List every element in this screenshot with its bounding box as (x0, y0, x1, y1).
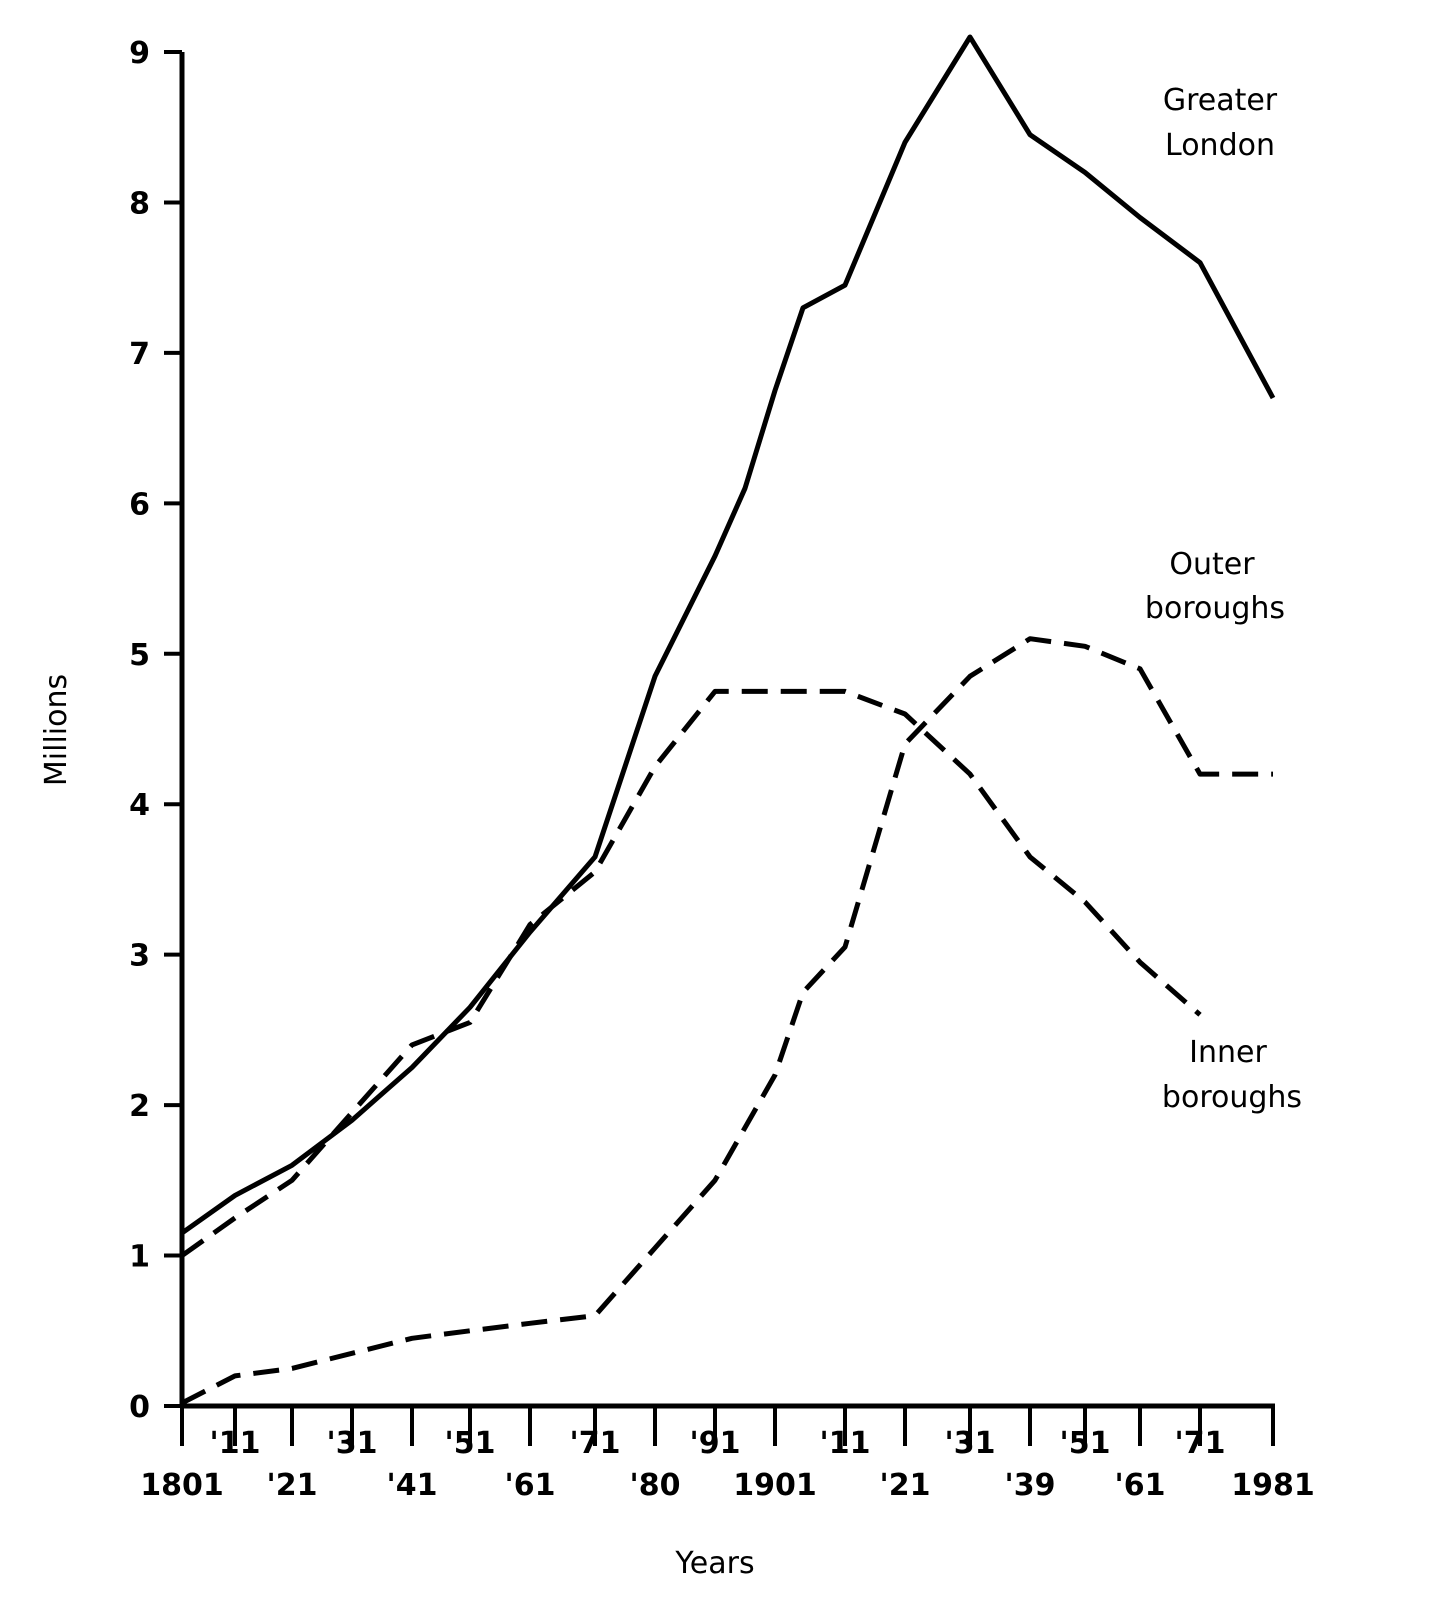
series-line-inner-boroughs (180, 688, 1202, 1258)
y-tick-label: 9 (129, 36, 150, 71)
x-tick-label: '51 (1060, 1426, 1111, 1461)
x-tick-label: 1801 (140, 1468, 224, 1503)
x-tick-label: '61 (505, 1468, 556, 1503)
x-tick-label: '41 (387, 1468, 438, 1503)
series-label-line: boroughs (1162, 1080, 1302, 1115)
y-tick-label: 5 (129, 638, 150, 673)
x-ticks: 1801'11'21'31'41'51'61'71'80'911901'11'2… (140, 1406, 1315, 1503)
y-tick-label: 0 (129, 1390, 150, 1425)
x-tick-label: '11 (210, 1426, 261, 1461)
x-tick-label: '31 (945, 1426, 996, 1461)
y-tick-label: 3 (129, 939, 150, 974)
x-axis-title: Years (674, 1546, 754, 1581)
x-tick-label: '61 (1115, 1468, 1166, 1503)
x-tick-label: 1901 (733, 1468, 817, 1503)
y-axis-title: Millions (39, 674, 74, 786)
series-label-line: Outer (1169, 547, 1255, 582)
x-tick-label: '21 (267, 1468, 318, 1503)
x-tick-label: '11 (820, 1426, 871, 1461)
x-tick-label: '71 (570, 1426, 621, 1461)
series-label-outer-boroughs: Outer boroughs (1145, 547, 1285, 626)
x-tick-label: '39 (1005, 1468, 1056, 1503)
y-tick-label: 4 (129, 788, 150, 823)
series-label-line: Greater (1163, 83, 1278, 118)
series-line-outer-boroughs (180, 636, 1273, 1406)
y-tick-label: 7 (129, 337, 150, 372)
series-lines (180, 34, 1276, 1406)
x-tick-label: 1981 (1231, 1468, 1315, 1503)
x-tick-label: '80 (630, 1468, 681, 1503)
x-tick-label: '21 (880, 1468, 931, 1503)
series-label-line: boroughs (1145, 591, 1285, 626)
axes (179, 52, 1275, 1409)
series-label-line: London (1165, 128, 1275, 163)
y-ticks: 0 1 2 3 4 5 6 7 8 9 (129, 36, 182, 1425)
y-tick-label: 8 (129, 186, 150, 221)
series-label-line: Inner (1189, 1035, 1267, 1070)
y-tick-label: 1 (129, 1240, 150, 1275)
series-label-greater-london: Greater London (1163, 83, 1278, 163)
series-line-greater-london (180, 34, 1276, 1236)
y-tick-label: 6 (129, 487, 150, 522)
y-tick-label: 2 (129, 1089, 150, 1124)
series-label-inner-boroughs: Inner boroughs (1162, 1035, 1302, 1115)
x-tick-label: '91 (690, 1426, 741, 1461)
x-tick-label: '31 (327, 1426, 378, 1461)
x-tick-label: '71 (1175, 1426, 1226, 1461)
x-tick-label: '51 (445, 1426, 496, 1461)
